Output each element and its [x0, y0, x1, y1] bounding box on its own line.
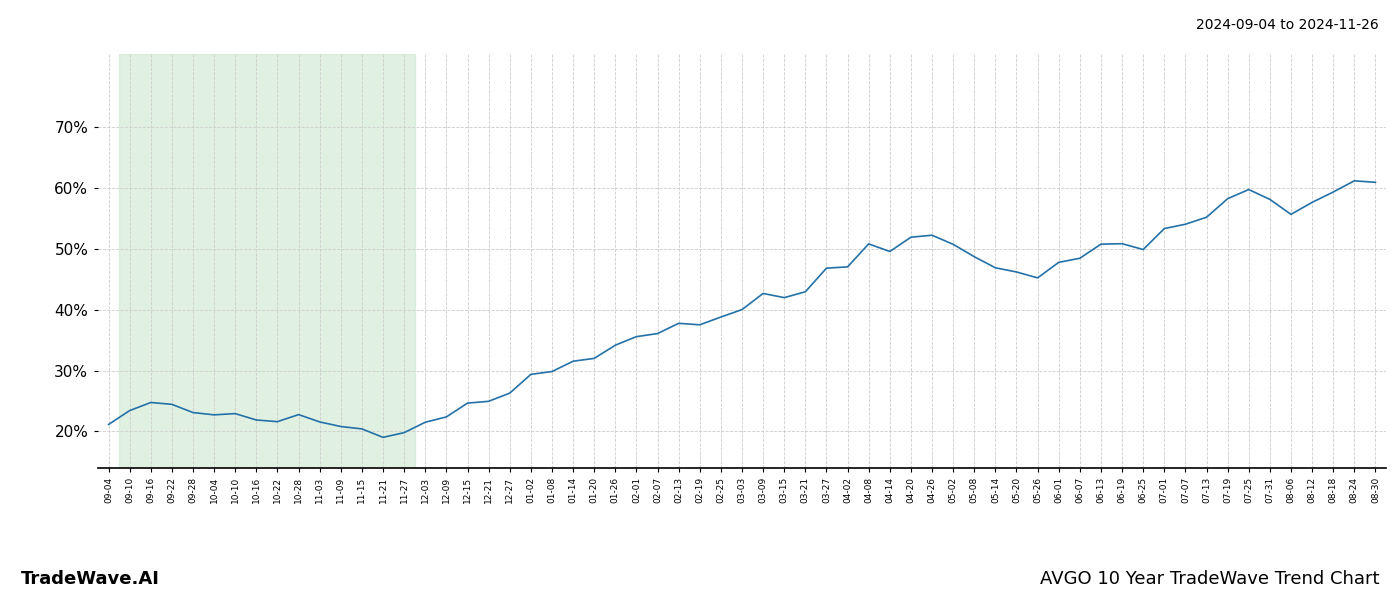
Bar: [119, 54, 414, 468]
Text: 2024-09-04 to 2024-11-26: 2024-09-04 to 2024-11-26: [1196, 18, 1379, 32]
Text: AVGO 10 Year TradeWave Trend Chart: AVGO 10 Year TradeWave Trend Chart: [1039, 570, 1379, 588]
Text: TradeWave.AI: TradeWave.AI: [21, 570, 160, 588]
